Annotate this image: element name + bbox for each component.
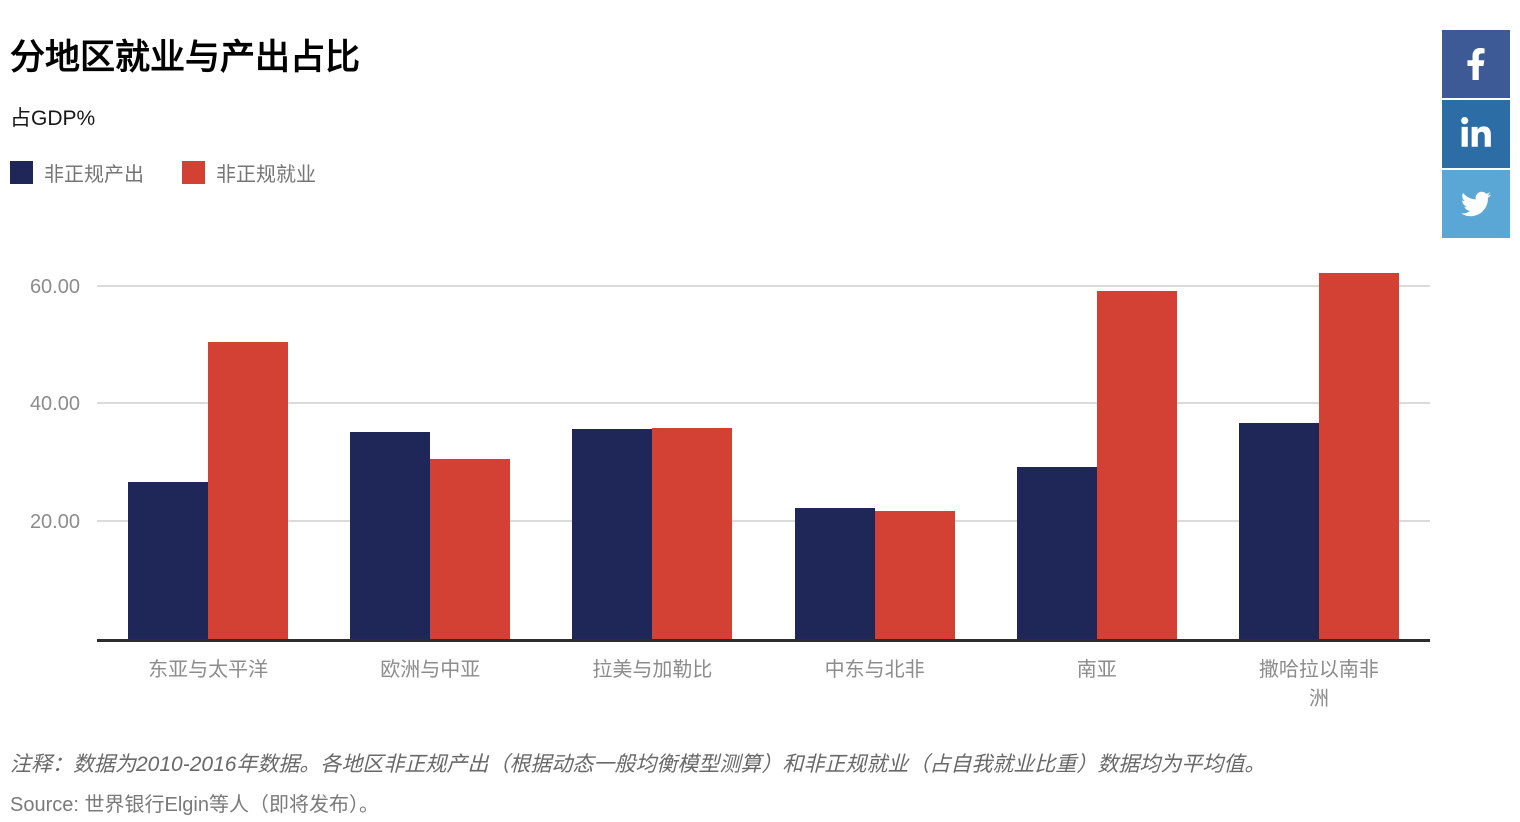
bar-非正规产出[interactable]	[350, 432, 431, 639]
bar-group	[1208, 273, 1430, 639]
bar-非正规就业[interactable]	[652, 428, 733, 639]
legend-item-informal-output[interactable]: 非正规产出	[10, 158, 144, 187]
x-axis-label-cell: 欧洲与中亚	[319, 656, 541, 714]
x-axis-label: 中东与北非	[824, 659, 925, 681]
bar-group	[986, 291, 1208, 639]
x-axis-label-cell: 南亚	[986, 656, 1208, 714]
bar-非正规就业[interactable]	[208, 342, 289, 639]
bar-group	[97, 342, 319, 639]
y-axis-tick-label: 20.00	[29, 511, 80, 534]
x-axis-label-cell: 东亚与太平洋	[97, 656, 319, 714]
bar-非正规产出[interactable]	[794, 508, 875, 639]
bar-非正规产出[interactable]	[128, 482, 209, 639]
bar-非正规产出[interactable]	[572, 429, 653, 639]
y-axis-unit-label: 占GDP%	[10, 106, 96, 130]
legend-item-informal-employment[interactable]: 非正规就业	[182, 158, 316, 187]
gridline	[97, 402, 1430, 405]
x-axis-label-cell: 撒哈拉以南非洲	[1208, 656, 1430, 714]
twitter-icon	[1459, 189, 1493, 219]
x-axis-label: 欧洲与中亚	[380, 659, 481, 681]
bar-非正规产出[interactable]	[1016, 467, 1097, 639]
legend-label-informal-employment: 非正规就业	[216, 164, 316, 186]
legend-label-informal-output: 非正规产出	[44, 164, 144, 186]
twitter-share-button[interactable]	[1442, 170, 1510, 238]
bar-非正规就业[interactable]	[1318, 273, 1399, 639]
bar-非正规产出[interactable]	[1238, 423, 1319, 639]
bar-非正规就业[interactable]	[1096, 291, 1177, 639]
bar-group	[541, 428, 763, 639]
bar-group	[319, 432, 541, 639]
y-axis-tick-label: 60.00	[29, 275, 80, 298]
chart-title: 分地区就业与产出占比	[10, 38, 361, 77]
bar-非正规就业[interactable]	[430, 459, 511, 639]
bar-非正规就业[interactable]	[874, 511, 955, 639]
share-buttons	[1442, 30, 1510, 238]
linkedin-icon	[1461, 117, 1491, 151]
x-axis-label-cell: 拉美与加勒比	[541, 656, 763, 714]
gridline	[97, 520, 1430, 523]
x-axis-label-cell: 中东与北非	[764, 656, 986, 714]
x-axis-label: 南亚	[1076, 659, 1117, 681]
source-line: Source: 世界银行Elgin等人（即将发布）。	[10, 794, 379, 817]
linkedin-share-button[interactable]	[1442, 100, 1510, 168]
x-axis-labels: 东亚与太平洋 欧洲与中亚 拉美与加勒比 中东与北非 南亚 撒哈拉以南非洲	[97, 656, 1430, 714]
legend-swatch-informal-employment	[182, 161, 205, 184]
bar-group	[764, 508, 986, 639]
gridline	[97, 284, 1430, 287]
footnote: 注释：数据为2010-2016年数据。各地区非正规产出（根据动态一般均衡模型测算…	[10, 753, 1266, 776]
bar-groups	[97, 249, 1430, 639]
x-axis-label: 东亚与太平洋	[148, 659, 269, 681]
legend: 非正规产出 非正规就业	[10, 158, 1520, 187]
x-axis-label: 撒哈拉以南非洲	[1258, 659, 1379, 710]
facebook-share-button[interactable]	[1442, 30, 1510, 98]
facebook-icon	[1466, 47, 1486, 81]
y-axis-tick-label: 40.00	[29, 393, 80, 416]
x-axis-label: 拉美与加勒比	[592, 659, 713, 681]
legend-swatch-informal-output	[10, 161, 33, 184]
bar-chart: 20.00 40.00 60.00	[30, 249, 1430, 642]
